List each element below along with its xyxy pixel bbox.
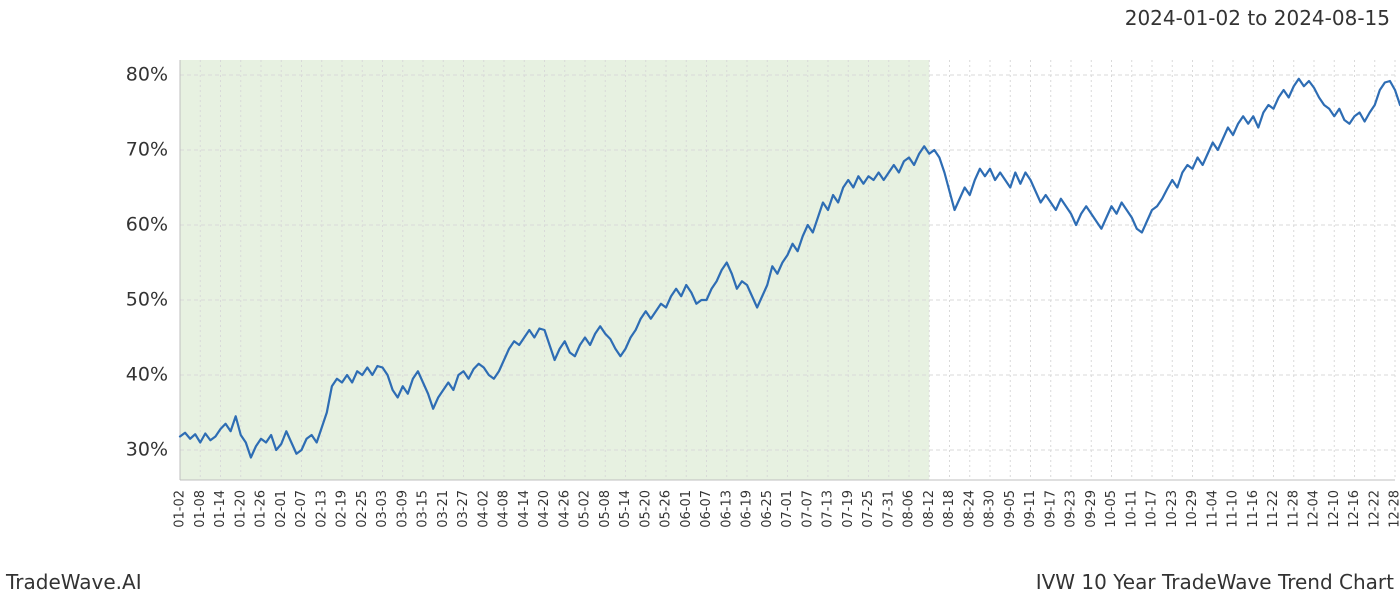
x-tick-label: 09-11 xyxy=(1023,490,1038,528)
x-tick-label: 03-09 xyxy=(395,490,410,528)
x-tick-label: 10-23 xyxy=(1165,490,1180,528)
x-tick-label: 06-13 xyxy=(719,490,734,528)
x-tick-label: 08-30 xyxy=(983,490,998,528)
x-tick-label: 06-25 xyxy=(760,490,775,528)
brand-label: TradeWave.AI xyxy=(6,570,142,594)
x-tick-label: 09-17 xyxy=(1043,490,1058,528)
x-tick-label: 05-08 xyxy=(598,490,613,528)
x-tick-label: 12-10 xyxy=(1327,490,1342,528)
x-tick-label: 08-12 xyxy=(922,490,937,528)
y-tick-label: 60% xyxy=(126,214,168,236)
x-tick-label: 01-14 xyxy=(213,490,228,528)
y-tick-label: 80% xyxy=(126,64,168,86)
x-tick-label: 06-07 xyxy=(699,490,714,528)
x-tick-label: 11-28 xyxy=(1286,490,1301,528)
highlight-region xyxy=(180,60,929,480)
x-tick-label: 02-25 xyxy=(355,490,370,528)
x-tick-label: 01-26 xyxy=(254,490,269,528)
chart-title: IVW 10 Year TradeWave Trend Chart xyxy=(1036,570,1394,594)
x-tick-label: 11-10 xyxy=(1226,490,1241,528)
x-tick-label: 01-02 xyxy=(173,490,188,528)
x-tick-label: 07-19 xyxy=(841,490,856,528)
x-tick-label: 08-18 xyxy=(942,490,957,528)
y-tick-label: 30% xyxy=(126,439,168,461)
x-tick-label: 09-05 xyxy=(1003,490,1018,528)
x-tick-label: 04-08 xyxy=(497,490,512,528)
x-tick-label: 04-14 xyxy=(517,490,532,528)
x-tick-label: 04-20 xyxy=(537,490,552,528)
x-tick-label: 07-13 xyxy=(821,490,836,528)
x-tick-label: 09-29 xyxy=(1084,490,1099,528)
x-tick-label: 12-04 xyxy=(1307,490,1322,528)
x-tick-label: 07-01 xyxy=(780,490,795,528)
x-tick-label: 11-16 xyxy=(1246,490,1261,528)
x-tick-label: 12-22 xyxy=(1367,490,1382,528)
x-tick-label: 03-03 xyxy=(375,490,390,528)
x-tick-label: 09-23 xyxy=(1064,490,1079,528)
x-tick-label: 08-06 xyxy=(902,490,917,528)
x-tick-label: 07-07 xyxy=(800,490,815,528)
x-tick-label: 10-29 xyxy=(1185,490,1200,528)
x-tick-label: 03-15 xyxy=(416,490,431,528)
x-tick-label: 02-19 xyxy=(335,490,350,528)
x-tick-label: 06-19 xyxy=(740,490,755,528)
x-tick-label: 02-01 xyxy=(274,490,289,528)
x-tick-label: 03-21 xyxy=(436,490,451,528)
x-tick-label: 03-27 xyxy=(456,490,471,528)
x-tick-label: 08-24 xyxy=(962,490,977,528)
y-tick-label: 70% xyxy=(126,139,168,161)
x-tick-label: 12-28 xyxy=(1388,490,1400,528)
x-tick-label: 10-17 xyxy=(1145,490,1160,528)
x-tick-label: 10-11 xyxy=(1124,490,1139,528)
x-tick-label: 04-02 xyxy=(476,490,491,528)
date-range-label: 2024-01-02 to 2024-08-15 xyxy=(1125,6,1390,30)
x-tick-label: 05-14 xyxy=(618,490,633,528)
x-tick-label: 01-08 xyxy=(193,490,208,528)
x-tick-label: 05-26 xyxy=(659,490,674,528)
x-tick-label: 07-25 xyxy=(861,490,876,528)
x-tick-label: 10-05 xyxy=(1104,490,1119,528)
x-tick-label: 01-20 xyxy=(233,490,248,528)
x-tick-label: 05-20 xyxy=(638,490,653,528)
trend-chart: 30% 40% 50% 60% 70% 80% 01-02 01-08 01-14 01-20 01… xyxy=(0,0,1400,600)
x-tick-label: 02-07 xyxy=(294,490,309,528)
y-tick-label: 40% xyxy=(126,364,168,386)
x-tick-label: 11-22 xyxy=(1266,490,1281,528)
x-tick-label: 11-04 xyxy=(1205,490,1220,528)
y-tick-label: 50% xyxy=(126,289,168,311)
x-tick-label: 02-13 xyxy=(314,490,329,528)
x-tick-label: 06-01 xyxy=(679,490,694,528)
x-tick-label: 12-16 xyxy=(1347,490,1362,528)
x-tick-label: 07-31 xyxy=(881,490,896,528)
x-tick-label: 05-02 xyxy=(578,490,593,528)
x-tick-label: 04-26 xyxy=(557,490,572,528)
